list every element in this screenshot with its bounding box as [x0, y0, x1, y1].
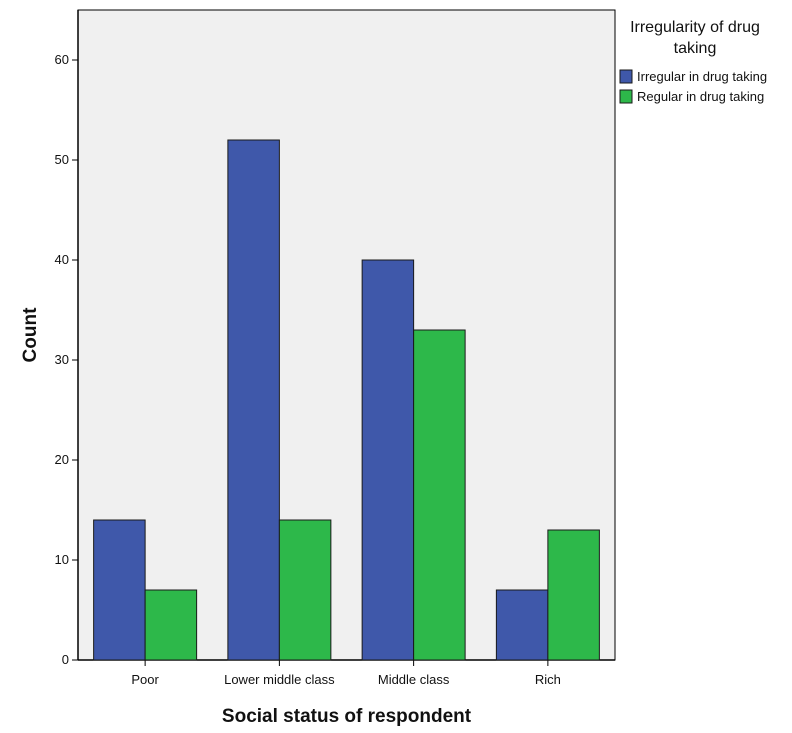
bar-irregular-3 [495, 589, 549, 661]
legend-title-line-1: Irregularity of drug [630, 19, 760, 36]
x-tick-label: Poor [131, 672, 159, 687]
y-tick-label: 10 [55, 552, 69, 567]
legend-items: Irregular in drug taking Regular in drug … [619, 69, 767, 104]
y-tick-label: 50 [55, 152, 69, 167]
bar-irregular-0 [93, 519, 146, 661]
bar-irregular-2 [361, 259, 415, 661]
x-tick-labels: Poor Lower middle class Middle class Rich [131, 672, 560, 687]
y-tick-label: 40 [55, 252, 69, 267]
legend-swatch-regular [619, 89, 633, 104]
legend-label-irregular: Irregular in drug taking [637, 69, 767, 84]
bars [93, 139, 600, 661]
x-axis [78, 659, 615, 666]
x-tick-label: Middle class [378, 672, 450, 687]
legend-swatch-irregular [619, 69, 633, 84]
bar-regular-0 [144, 589, 198, 661]
plot-area [77, 9, 616, 661]
y-tick-label: 30 [55, 352, 69, 367]
bar-regular-3 [547, 529, 600, 661]
x-tick-label: Rich [535, 672, 561, 687]
legend: Irregularity of drug taking Irregular in… [619, 19, 767, 104]
y-tick-label: 20 [55, 452, 69, 467]
legend-title-line-2: taking [674, 40, 717, 57]
bar-regular-1 [278, 519, 332, 661]
legend-label-regular: Regular in drug taking [637, 89, 764, 104]
y-tick-label: 0 [62, 652, 69, 667]
bar-regular-2 [413, 329, 466, 661]
y-axis-title: Count [20, 307, 41, 363]
x-tick-label: Lower middle class [224, 672, 335, 687]
bar-irregular-1 [227, 139, 280, 661]
y-axis: 0 10 20 30 40 50 60 [55, 10, 79, 667]
x-axis-title: Social status of respondent [222, 706, 472, 727]
y-tick-label: 60 [55, 52, 69, 67]
